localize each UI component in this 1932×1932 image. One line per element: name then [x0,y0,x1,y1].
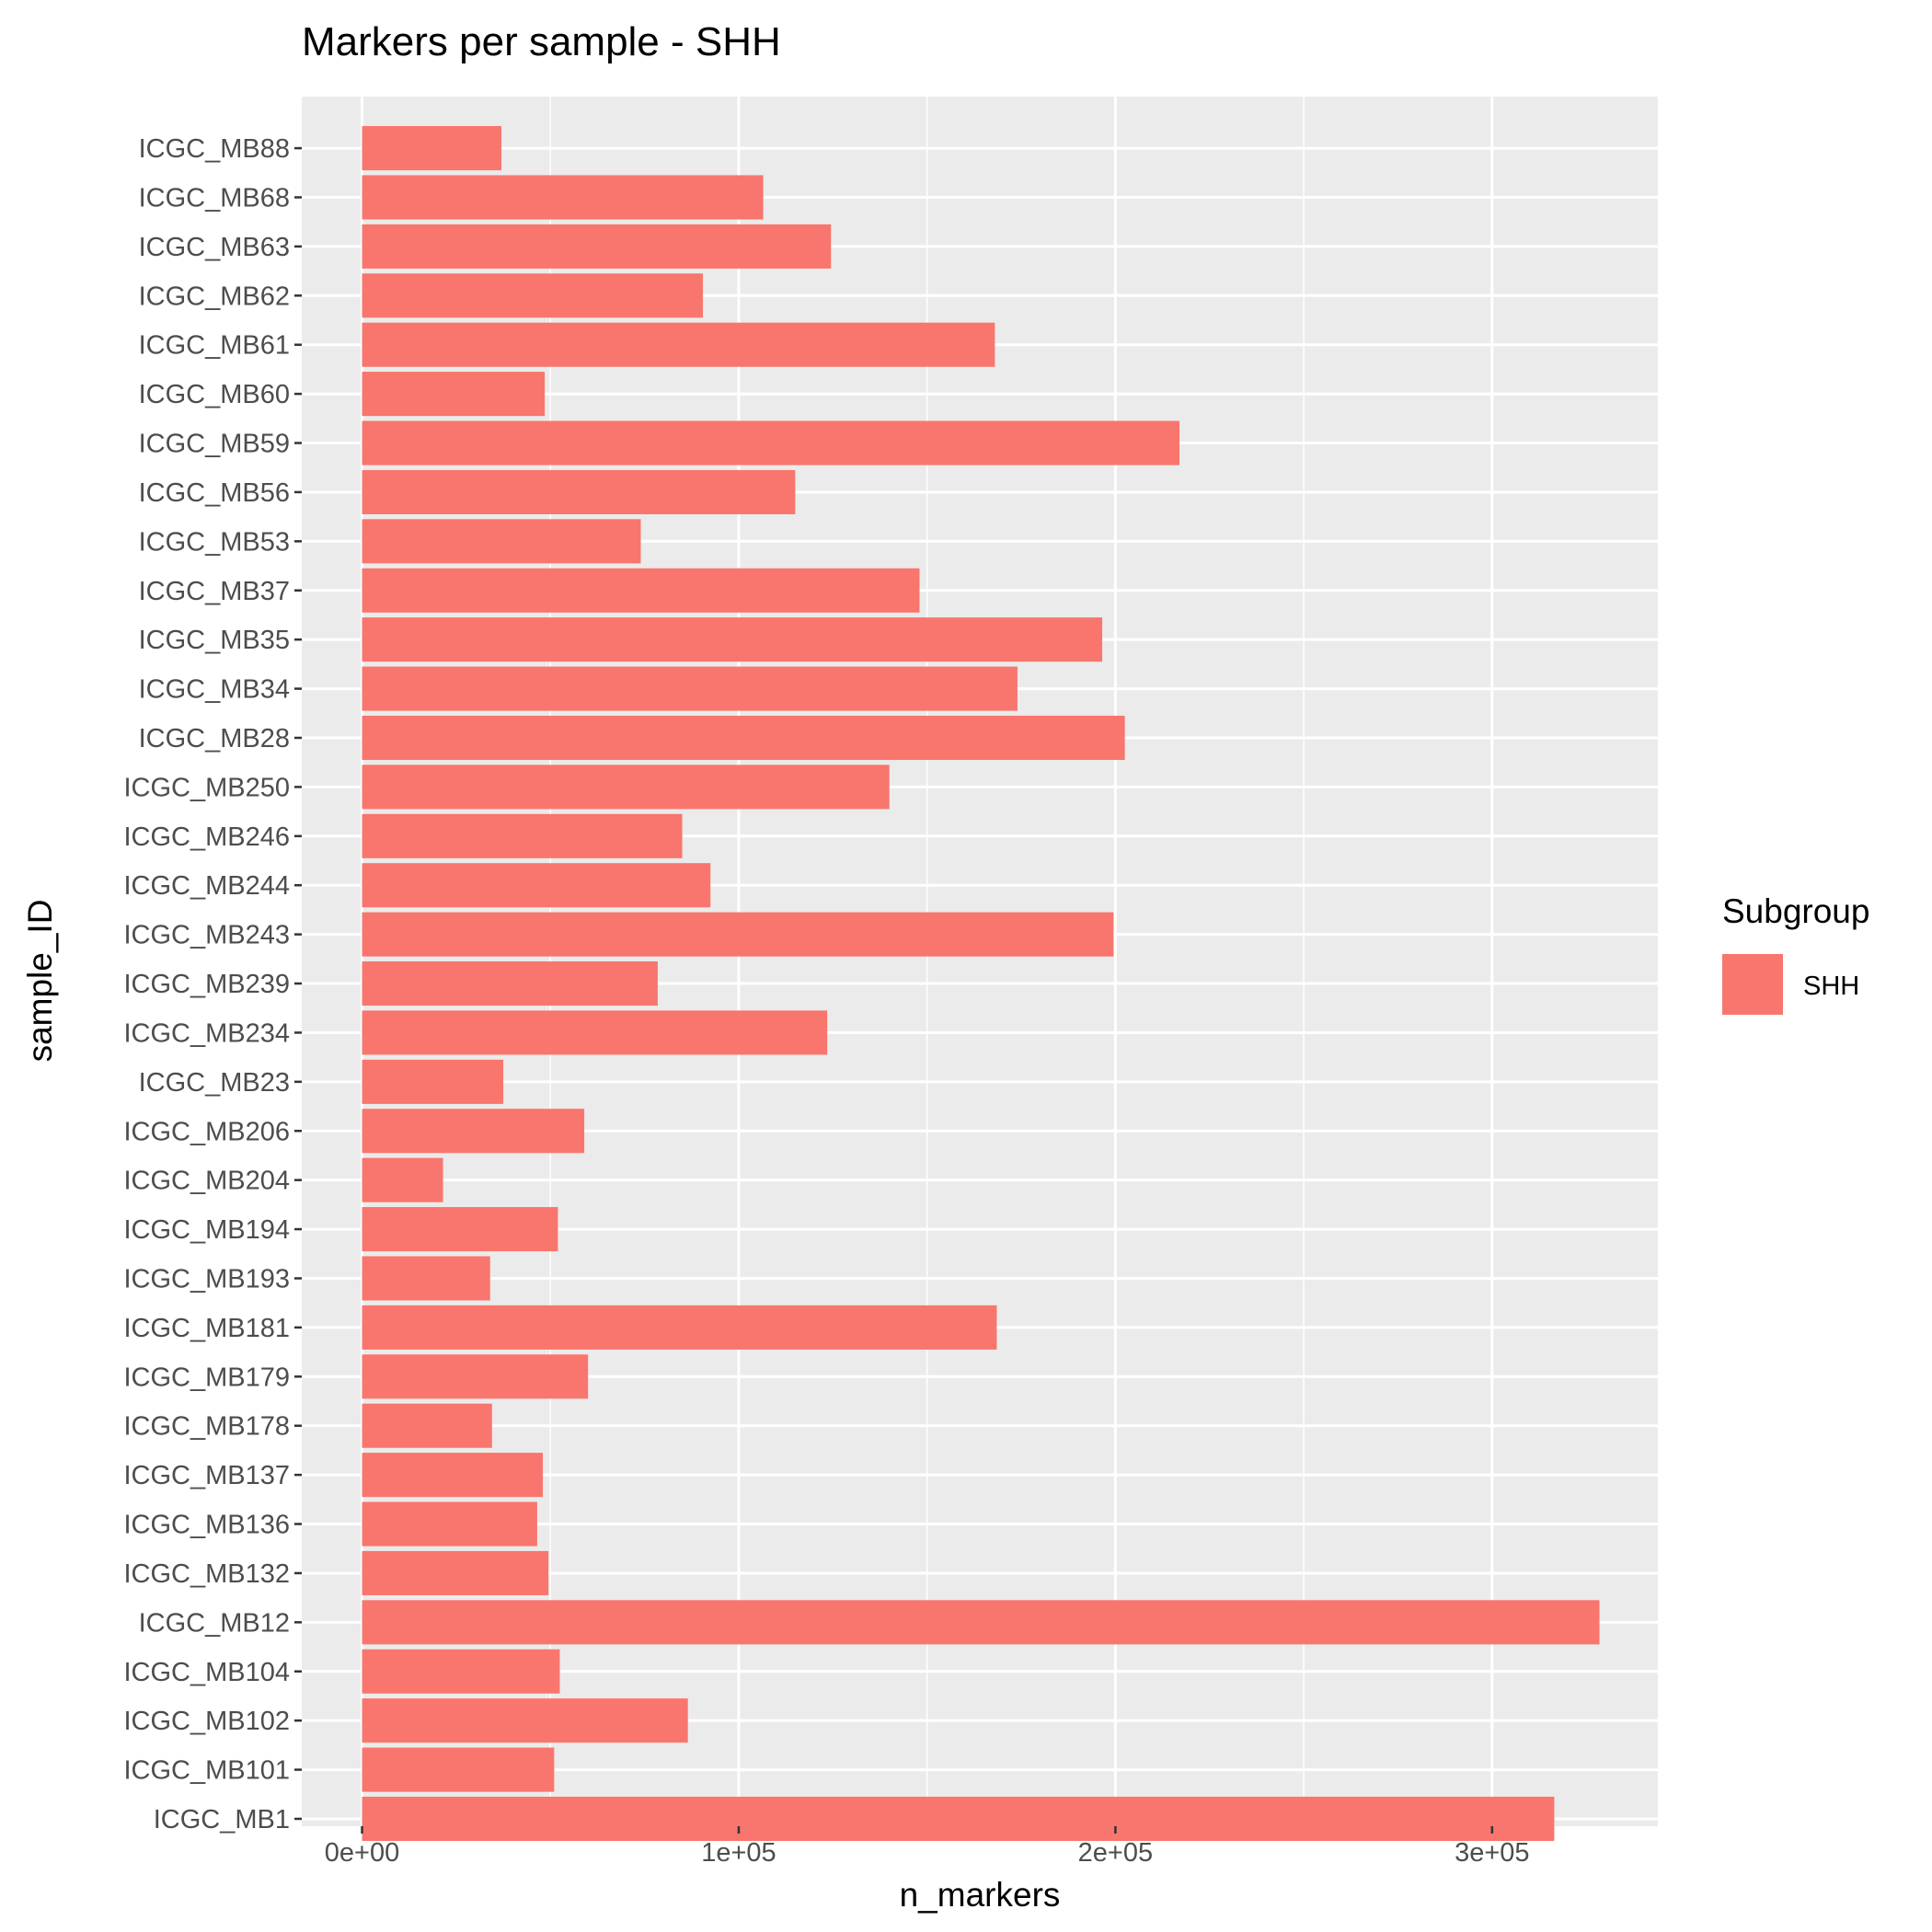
y-tick-label: ICGC_MB35 [139,626,290,655]
bar-icgc-mb194 [362,1207,558,1252]
bar-icgc-mb137 [362,1453,544,1498]
bar-icgc-mb59 [362,420,1180,466]
bar-icgc-mb204 [362,1157,443,1202]
bar-icgc-mb56 [362,469,796,514]
bar-icgc-mb243 [362,912,1114,957]
bar-icgc-mb102 [362,1698,688,1743]
bar-icgc-mb181 [362,1305,997,1350]
y-tick-label: ICGC_MB34 [139,675,290,705]
y-tick-label: ICGC_MB234 [123,1018,290,1048]
y-tick-label: ICGC_MB37 [139,577,290,606]
chart-title: Markers per sample - SHH [302,19,781,64]
y-tick-label: ICGC_MB193 [123,1264,290,1294]
y-tick-label: ICGC_MB104 [123,1658,290,1687]
bar-icgc-mb12 [362,1600,1600,1645]
bar-icgc-mb193 [362,1256,490,1301]
bar-icgc-mb244 [362,863,711,908]
bar-icgc-mb179 [362,1354,589,1399]
bar-icgc-mb136 [362,1501,537,1547]
bar-icgc-mb35 [362,617,1103,662]
y-tick-label: ICGC_MB243 [123,921,290,950]
y-tick-label: ICGC_MB246 [123,822,290,852]
bar-icgc-mb250 [362,765,890,810]
y-tick-label: ICGC_MB63 [139,233,290,262]
bar-icgc-mb239 [362,961,658,1006]
bar-icgc-mb178 [362,1403,492,1448]
bar-icgc-mb62 [362,273,704,318]
y-tick-label: ICGC_MB61 [139,331,290,361]
bar-icgc-mb63 [362,224,832,269]
x-axis: 0e+00 1e+05 2e+05 3e+05 [325,1826,1530,1868]
y-axis-title: sample_ID [21,900,59,1063]
legend-label-shh: SHH [1803,972,1859,1001]
y-tick-label: ICGC_MB59 [139,430,290,459]
y-tick-label: ICGC_MB239 [123,970,290,999]
x-tick-label: 3e+05 [1455,1838,1529,1868]
bar-icgc-mb60 [362,372,546,417]
x-axis-title: n_markers [900,1876,1061,1914]
x-tick-label: 2e+05 [1078,1838,1153,1868]
bar-icgc-mb88 [362,126,502,171]
y-tick-label: ICGC_MB1 [154,1805,290,1834]
bar-icgc-mb246 [362,813,683,858]
bar-icgc-mb23 [362,1059,504,1104]
y-tick-label: ICGC_MB204 [123,1167,290,1196]
y-tick-label: ICGC_MB68 [139,183,290,213]
y-tick-label: ICGC_MB101 [123,1756,290,1786]
bar-icgc-mb28 [362,715,1125,761]
bar-icgc-mb53 [362,519,641,564]
y-tick-label: ICGC_MB194 [123,1215,290,1245]
y-tick-label: ICGC_MB88 [139,134,290,164]
y-tick-label: ICGC_MB62 [139,282,290,311]
y-tick-label: ICGC_MB28 [139,724,290,753]
bar-icgc-mb132 [362,1550,549,1595]
y-tick-label: ICGC_MB178 [123,1412,290,1442]
y-tick-label: ICGC_MB137 [123,1461,290,1490]
x-tick-label: 1e+05 [701,1838,776,1868]
y-tick-label: ICGC_MB53 [139,527,290,557]
bar-icgc-mb206 [362,1109,585,1154]
legend: Subgroup SHH [1722,892,1869,1015]
bar-icgc-mb104 [362,1649,560,1694]
y-tick-label: ICGC_MB23 [139,1068,290,1098]
y-tick-label: ICGC_MB250 [123,773,290,802]
y-tick-label: ICGC_MB206 [123,1117,290,1146]
y-axis: ICGC_MB88 ICGC_MB68 ICGC_MB63 ICGC_MB62 ICGC… [123,134,302,1834]
bar-icgc-mb61 [362,322,995,367]
y-tick-label: ICGC_MB56 [139,478,290,508]
y-tick-label: ICGC_MB179 [123,1363,290,1392]
legend-title: Subgroup [1722,892,1869,930]
bar-icgc-mb101 [362,1747,555,1792]
bar-icgc-mb34 [362,666,1018,711]
y-tick-label: ICGC_MB181 [123,1314,290,1343]
plot-panel [302,97,1658,1842]
y-tick-label: ICGC_MB136 [123,1511,290,1540]
bar-icgc-mb37 [362,568,920,613]
y-tick-label: ICGC_MB102 [123,1707,290,1736]
legend-key-shh [1722,954,1783,1015]
bar-icgc-mb234 [362,1010,828,1055]
bar-icgc-mb68 [362,175,764,220]
y-tick-label: ICGC_MB132 [123,1559,290,1589]
bar-icgc-mb1 [362,1796,1555,1842]
y-tick-label: ICGC_MB60 [139,380,290,409]
y-tick-label: ICGC_MB244 [123,871,290,901]
x-tick-label: 0e+00 [325,1838,399,1868]
y-tick-label: ICGC_MB12 [139,1608,290,1638]
